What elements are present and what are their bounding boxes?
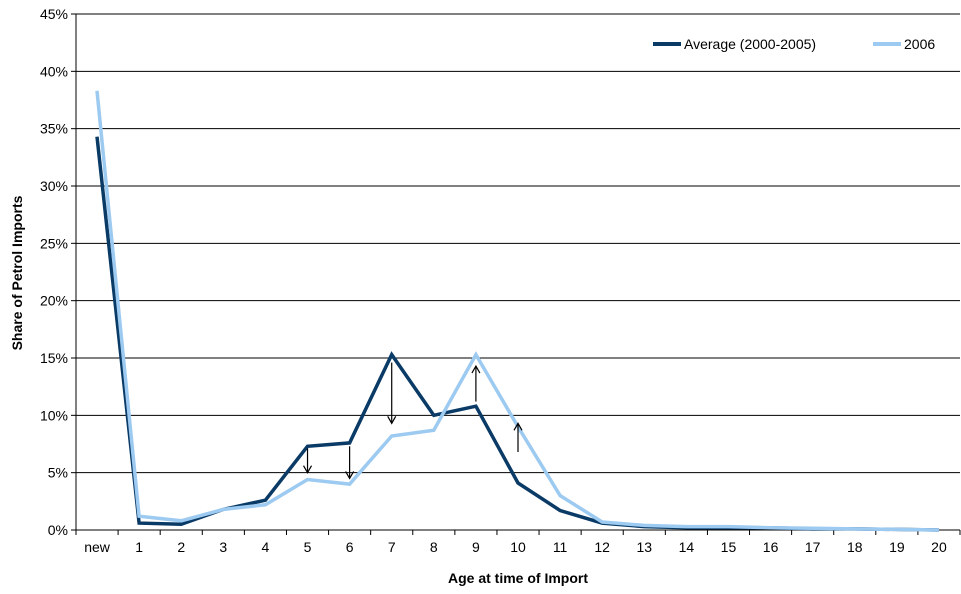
y-tick-label: 0% [48,522,68,538]
x-tick-label: new [84,539,111,555]
y-tick-label: 15% [40,350,68,366]
series-lines [95,90,940,532]
series-line-average [95,136,940,532]
x-axis-title: Age at time of Import [448,570,588,586]
annotation-arrowhead [513,422,523,431]
x-tick-label: 5 [304,539,312,555]
x-tick-label: 3 [219,539,227,555]
x-tick-label: 12 [594,539,610,555]
annotation-arrowhead [387,416,397,425]
annotation-arrowhead [345,471,355,480]
y-tick-label: 10% [40,407,68,423]
y-tick-label: 35% [40,121,68,137]
y-tick-label: 20% [40,293,68,309]
annotation-arrowhead [303,465,313,474]
x-tick-label: 1 [135,539,143,555]
x-tick-label: 8 [430,539,438,555]
legend-label: Average (2000-2005) [684,36,816,52]
x-tick-label: 6 [346,539,354,555]
x-tick-label: 16 [763,539,779,555]
legend: Average (2000-2005) 2006 [653,36,935,52]
x-tick-label: 17 [805,539,821,555]
x-tick-label: 19 [889,539,905,555]
y-tick-label: 5% [48,465,68,481]
y-tick-label: 30% [40,178,68,194]
x-tick-label: 9 [472,539,480,555]
x-tick-label: 2 [177,539,185,555]
x-tick-label: 4 [262,539,270,555]
x-tick-label: 14 [679,539,695,555]
x-axis: new 1 2 3 4 5 6 7 8 9 10 11 12 13 14 15 16 17 18 19 20 [75,529,961,555]
y-tick-label: 25% [40,235,68,251]
x-tick-label: 15 [721,539,737,555]
x-tick-label: 7 [388,539,396,555]
x-tick-label: 11 [553,539,568,555]
legend-label: 2006 [904,36,935,52]
annotations [303,362,523,480]
gridlines [76,13,960,474]
y-tick-label: 45% [40,6,68,22]
x-tick-label: 13 [636,539,652,555]
y-tick-label: 40% [40,63,68,79]
series-line-2006 [95,90,940,532]
y-axis-title: Share of Petrol Imports [9,195,25,350]
annotation-arrowhead [471,364,481,374]
y-axis: 0% 5% 10% 15% 20% 25% 30% 35% 40% 45% [40,6,77,538]
x-tick-label: 18 [847,539,863,555]
x-tick-label: 10 [510,539,526,555]
x-tick-label: 20 [931,539,947,555]
